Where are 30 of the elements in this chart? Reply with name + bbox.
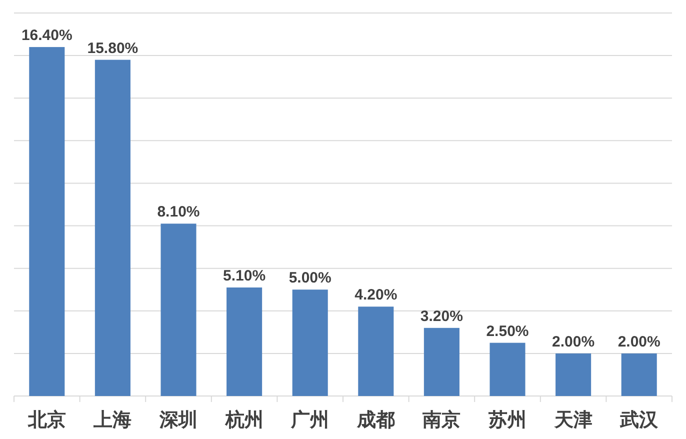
x-tick-label: 上海: [92, 409, 132, 431]
data-label: 2.00%: [552, 333, 595, 350]
bar: [29, 47, 65, 396]
bar: [160, 224, 196, 396]
x-tick-label: 深圳: [158, 409, 198, 431]
bar: [226, 287, 262, 396]
x-tick-label: 北京: [26, 409, 66, 431]
x-tick-label: 苏州: [488, 409, 526, 431]
x-tick-label: 成都: [356, 409, 395, 431]
x-tick-label: 广州: [290, 409, 330, 431]
bar: [292, 290, 328, 396]
data-label: 15.80%: [87, 40, 138, 57]
bar: [358, 306, 394, 396]
x-tick-label: 武汉: [619, 409, 660, 431]
bar: [94, 60, 130, 396]
x-tick-label: 天津: [553, 409, 592, 431]
data-label: 16.40%: [21, 27, 72, 44]
x-tick-label: 杭州: [224, 409, 264, 431]
bar: [490, 342, 526, 396]
data-label: 2.50%: [486, 322, 529, 340]
bar: [424, 328, 460, 396]
bar: [621, 353, 657, 396]
bar: [556, 353, 592, 396]
data-label: 2.00%: [618, 333, 660, 350]
x-tick-label: 南京: [422, 409, 461, 431]
data-label: 4.20%: [354, 286, 398, 304]
data-label: 3.20%: [420, 308, 463, 325]
data-label: 5.10%: [223, 267, 266, 284]
data-label: 5.00%: [288, 270, 332, 287]
data-label: 8.10%: [157, 204, 200, 221]
